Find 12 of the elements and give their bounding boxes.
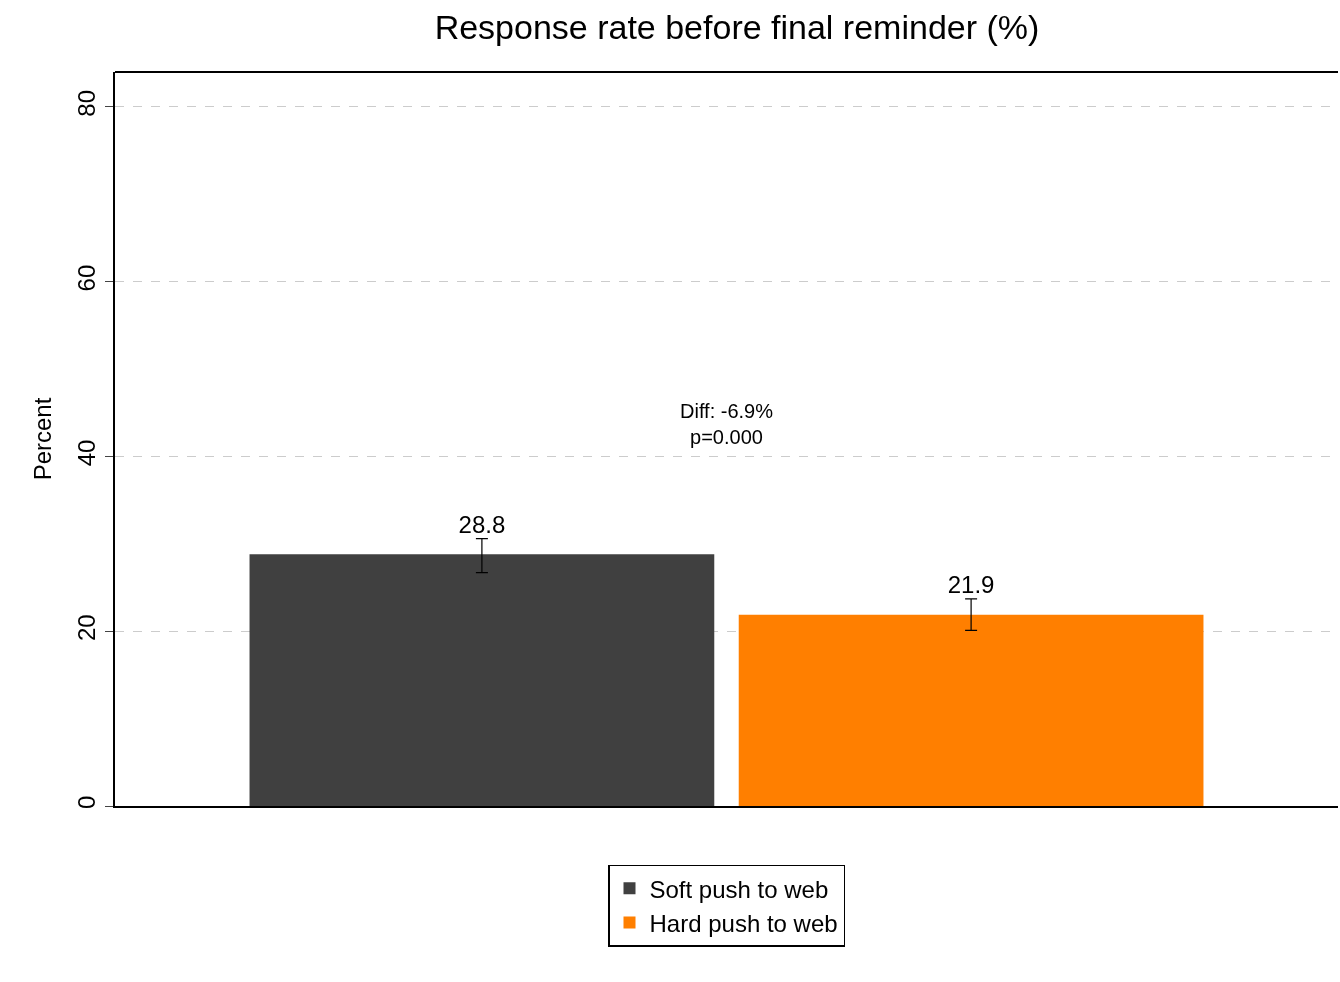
data-label: 21.9 — [947, 570, 995, 598]
y-tick-label: 20 — [73, 614, 101, 641]
legend-label: Soft push to web — [649, 875, 829, 903]
annotation: Diff: -6.9% p=0.000 — [680, 400, 774, 448]
y-tick-label: 80 — [73, 90, 101, 117]
y-axis-title: Percent — [29, 397, 56, 481]
y-tick-label: 0 — [73, 795, 101, 810]
y-tick-label: 60 — [73, 264, 101, 292]
legend-label: Hard push to web — [649, 909, 838, 937]
data-label: 28.8 — [458, 510, 506, 538]
chart-title: Response rate before final reminder (%) — [434, 7, 1040, 46]
y-tick-label: 40 — [73, 439, 101, 467]
